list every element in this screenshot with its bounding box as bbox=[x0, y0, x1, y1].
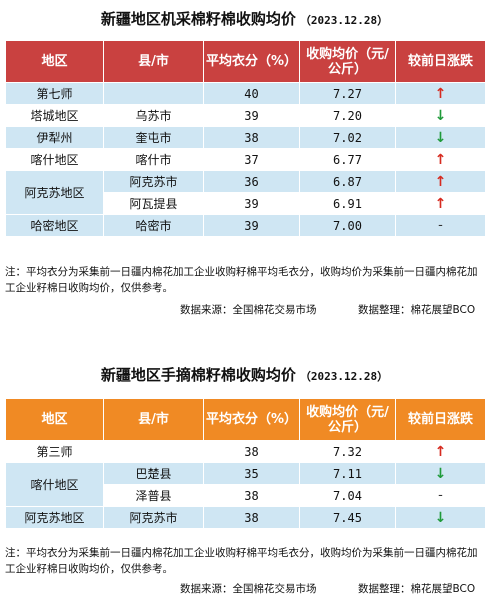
table-row: 阿克苏地区 阿克苏市 36 6.87 ↑ bbox=[5, 170, 486, 215]
table-row: 阿瓦提县 39 6.91 ↑ bbox=[6, 192, 486, 215]
table-row: 阿克苏地区 阿克苏市 38 7.45 ↓ bbox=[5, 506, 486, 529]
section2-title: 新疆地区手摘棉籽棉收购均价 （2023.12.28） bbox=[0, 364, 489, 385]
county-cell: 阿瓦提县 bbox=[103, 192, 204, 215]
trend-up-icon: ↑ bbox=[395, 192, 486, 215]
section2-date: （2023.12.28） bbox=[299, 370, 389, 383]
lint-cell: 35 bbox=[203, 462, 300, 485]
col-header-avg-price: 收购均价（元/公斤） bbox=[299, 398, 396, 441]
lint-cell: 39 bbox=[203, 104, 300, 127]
region-cell: 喀什地区 bbox=[5, 462, 104, 507]
region-cell: 哈密地区 bbox=[5, 214, 104, 237]
col-header-avg-lint: 平均衣分（%） bbox=[203, 40, 300, 83]
price-cell: 7.02 bbox=[299, 126, 396, 149]
trend-up-icon: ↑ bbox=[395, 82, 486, 105]
region-cell: 第三师 bbox=[5, 440, 104, 463]
price-cell: 7.32 bbox=[299, 440, 396, 463]
data-source: 数据来源：全国棉花交易市场 bbox=[180, 583, 317, 595]
section2-title-text: 新疆地区手摘棉籽棉收购均价 bbox=[100, 366, 296, 384]
county-cell: 哈密市 bbox=[103, 214, 204, 237]
table-row: 泽普县 38 7.04 - bbox=[6, 484, 486, 507]
county-cell: 奎屯市 bbox=[103, 126, 204, 149]
trend-up-icon: ↑ bbox=[395, 148, 486, 171]
trend-up-icon: ↑ bbox=[395, 170, 486, 193]
county-cell bbox=[103, 440, 204, 463]
price-cell: 7.27 bbox=[299, 82, 396, 105]
machine-cotton-table: 地区 县/市 平均衣分（%） 收购均价（元/公斤） 较前日涨跌 第七师 40 7… bbox=[5, 40, 486, 237]
hand-picked-cotton-table: 地区 县/市 平均衣分（%） 收购均价（元/公斤） 较前日涨跌 第三师 38 7… bbox=[5, 398, 486, 529]
region-cell: 伊犁州 bbox=[5, 126, 104, 149]
lint-cell: 38 bbox=[203, 506, 300, 529]
region-cell: 塔城地区 bbox=[5, 104, 104, 127]
county-cell: 乌苏市 bbox=[103, 104, 204, 127]
county-cell: 泽普县 bbox=[103, 484, 204, 507]
section1-date: （2023.12.28） bbox=[299, 14, 389, 27]
trend-down-icon: ↓ bbox=[395, 126, 486, 149]
lint-cell: 39 bbox=[203, 214, 300, 237]
table-row: 喀什地区 喀什市 37 6.77 ↑ bbox=[5, 148, 486, 171]
table-row: 第七师 40 7.27 ↑ bbox=[5, 82, 486, 105]
lint-cell: 37 bbox=[203, 148, 300, 171]
table-row: 塔城地区 乌苏市 39 7.20 ↓ bbox=[5, 104, 486, 127]
region-cell: 第七师 bbox=[5, 82, 104, 105]
price-cell: 6.91 bbox=[299, 192, 396, 215]
section1-note: 注：平均衣分为采集前一日疆内棉花加工企业收购籽棉平均毛衣分，收购均价为采集前一日… bbox=[5, 266, 478, 294]
lint-cell: 38 bbox=[203, 484, 300, 507]
county-cell: 阿克苏市 bbox=[103, 506, 204, 529]
lint-cell: 39 bbox=[203, 192, 300, 215]
price-cell: 6.77 bbox=[299, 148, 396, 171]
col-header-change: 较前日涨跌 bbox=[395, 40, 486, 83]
data-compiler: 数据整理：棉花展望BCO bbox=[358, 583, 476, 595]
region-cell: 阿克苏地区 bbox=[5, 506, 104, 529]
trend-down-icon: ↓ bbox=[395, 104, 486, 127]
price-cell: 7.11 bbox=[299, 462, 396, 485]
col-header-region: 地区 bbox=[5, 40, 104, 83]
col-header-county: 县/市 bbox=[103, 398, 204, 441]
col-header-change: 较前日涨跌 bbox=[395, 398, 486, 441]
col-header-county: 县/市 bbox=[103, 40, 204, 83]
table-row: 喀什地区 巴楚县 35 7.11 ↓ bbox=[5, 462, 486, 507]
trend-down-icon: ↓ bbox=[395, 506, 486, 529]
table-row: 伊犁州 奎屯市 38 7.02 ↓ bbox=[5, 126, 486, 149]
table-row: 第三师 38 7.32 ↑ bbox=[5, 440, 486, 463]
trend-up-icon: ↑ bbox=[395, 440, 486, 463]
trend-down-icon: ↓ bbox=[395, 462, 486, 485]
lint-cell: 38 bbox=[203, 126, 300, 149]
region-cell: 喀什地区 bbox=[5, 148, 104, 171]
lint-cell: 40 bbox=[203, 82, 300, 105]
col-header-region: 地区 bbox=[5, 398, 104, 441]
trend-flat-icon: - bbox=[395, 214, 486, 237]
section1-title: 新疆地区机采棉籽棉收购均价 （2023.12.28） bbox=[0, 8, 489, 29]
data-compiler: 数据整理：棉花展望BCO bbox=[358, 304, 476, 316]
price-cell: 7.20 bbox=[299, 104, 396, 127]
price-cell: 6.87 bbox=[299, 170, 396, 193]
county-cell bbox=[103, 82, 204, 105]
table-row: 哈密地区 哈密市 39 7.00 - bbox=[5, 214, 486, 237]
trend-flat-icon: - bbox=[395, 484, 486, 507]
lint-cell: 38 bbox=[203, 440, 300, 463]
section2-note: 注：平均衣分为采集前一日疆内棉花加工企业收购籽棉平均毛衣分，收购均价为采集前一日… bbox=[5, 547, 478, 575]
col-header-avg-lint: 平均衣分（%） bbox=[203, 398, 300, 441]
price-cell: 7.04 bbox=[299, 484, 396, 507]
county-cell: 阿克苏市 bbox=[103, 170, 204, 193]
price-cell: 7.00 bbox=[299, 214, 396, 237]
data-source: 数据来源：全国棉花交易市场 bbox=[180, 304, 317, 316]
region-cell: 阿克苏地区 bbox=[5, 170, 104, 215]
lint-cell: 36 bbox=[203, 170, 300, 193]
col-header-avg-price: 收购均价（元/公斤） bbox=[299, 40, 396, 83]
price-cell: 7.45 bbox=[299, 506, 396, 529]
county-cell: 喀什市 bbox=[103, 148, 204, 171]
county-cell: 巴楚县 bbox=[103, 462, 204, 485]
section1-title-text: 新疆地区机采棉籽棉收购均价 bbox=[100, 10, 296, 28]
